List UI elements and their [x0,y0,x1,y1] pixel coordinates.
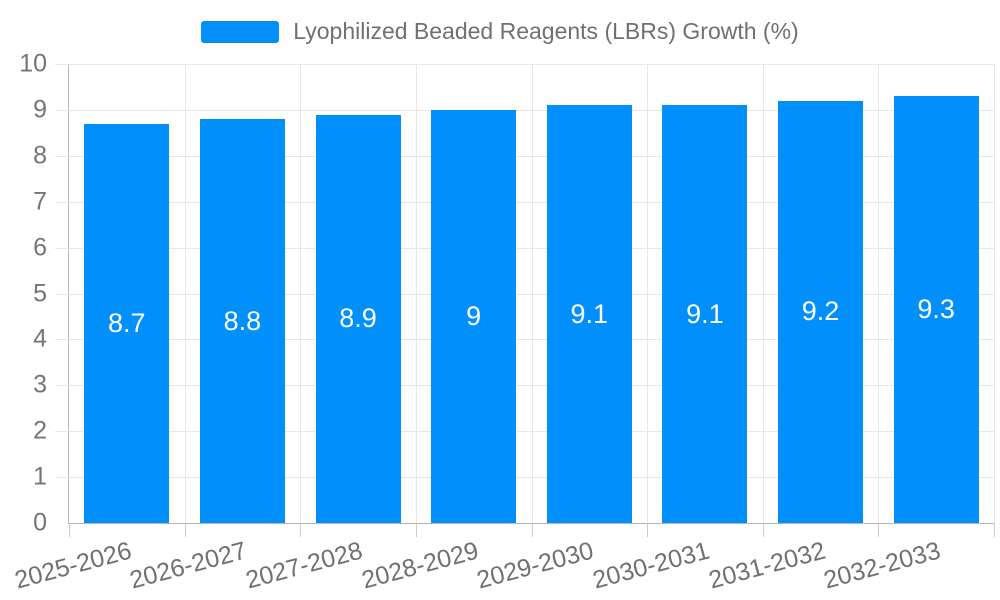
bar-value-label: 8.9 [339,303,377,334]
x-axis-category-label: 2030-2031 [589,536,713,595]
x-axis-tick [300,523,302,537]
y-axis-tick-label: 0 [33,508,47,537]
x-gridline [878,64,880,537]
x-axis-tick [415,523,417,537]
legend-label: Lyophilized Beaded Reagents (LBRs) Growt… [293,18,799,44]
x-axis-tick [878,523,880,537]
x-axis-tick [647,523,649,537]
bar-2031-2032[interactable]: 9.2 [778,100,864,523]
y-gridline [55,477,994,479]
bar-2027-2028[interactable]: 8.9 [315,114,401,523]
y-gridline [55,201,994,203]
y-axis-tick-label: 10 [19,49,47,78]
y-axis-tick-label: 8 [33,141,47,170]
x-axis-category-label: 2032-2033 [820,536,944,595]
x-gridline [531,64,533,537]
legend-item[interactable]: Lyophilized Beaded Reagents (LBRs) Growt… [201,18,799,45]
y-axis-tick-label: 1 [33,462,47,491]
x-axis-tick [184,523,186,537]
y-gridline [55,431,994,433]
bar-2026-2027[interactable]: 8.8 [199,119,285,523]
x-gridline [762,64,764,537]
x-gridline [300,64,302,537]
y-axis-tick-label: 7 [33,187,47,216]
y-gridline [55,109,994,111]
x-axis-tick [994,523,995,537]
x-gridline [647,64,649,537]
bar-2032-2033[interactable]: 9.3 [893,96,979,523]
bar-value-label: 9 [466,300,482,331]
x-axis-tick [762,523,764,537]
x-gridline [415,64,417,537]
x-axis-category-label: 2025-2026 [11,536,135,595]
bar-value-label: 8.7 [108,307,146,338]
y-gridline [55,155,994,157]
x-axis-category-label: 2027-2028 [242,536,366,595]
y-gridline [55,339,994,341]
y-axis-tick-label: 5 [33,279,47,307]
x-axis-category-label: 2026-2027 [127,536,250,595]
legend-swatch-icon [201,20,280,43]
x-gridline [184,64,186,537]
y-gridline [55,385,994,387]
x-axis-tick [69,523,70,537]
bar-value-label: 9.2 [801,296,840,327]
y-axis-tick-label: 3 [33,370,47,399]
bar-2030-2031[interactable]: 9.1 [662,105,748,523]
x-axis-category-label: 2031-2032 [705,536,829,595]
bar-2025-2026[interactable]: 8.7 [84,123,170,523]
y-axis-tick-label: 4 [33,324,47,353]
x-axis-tick [531,523,533,537]
bar-2029-2030[interactable]: 9.1 [546,105,632,523]
y-gridline [55,293,994,295]
chart-legend: Lyophilized Beaded Reagents (LBRs) Growt… [0,18,1000,45]
y-axis-tick-label: 9 [33,95,47,124]
bar-value-label: 8.8 [223,305,262,336]
y-gridline [55,247,994,249]
x-axis-category-label: 2029-2030 [474,536,597,595]
bar-value-label: 9.1 [686,298,724,329]
bar-value-label: 9.3 [917,294,955,325]
y-gridline [55,64,994,65]
plot-area: 0 1 2 3 4 5 6 7 8 9 10 8.7 8.8 8.9 9 9.1 9.1 9.2 9.3 2025-2… [12,51,995,594]
bar-value-label: 9.1 [570,298,609,329]
x-axis-category-label: 2028-2029 [358,536,482,595]
x-gridline [994,64,995,537]
y-axis-tick-label: 6 [33,233,47,262]
y-axis-tick-label: 2 [33,416,47,445]
bar-2028-2029[interactable]: 9 [431,109,517,523]
